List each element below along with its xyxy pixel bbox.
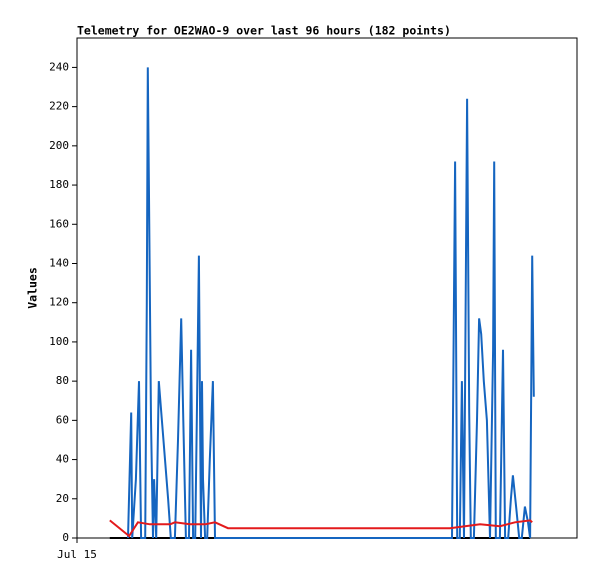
x-tick-label: Jul 15 — [57, 548, 97, 561]
y-tick-label: 140 — [49, 256, 69, 269]
y-tick-label: 160 — [49, 217, 69, 230]
series-line — [109, 519, 533, 538]
chart-title: Telemetry for OE2WAO-9 over last 96 hour… — [77, 24, 451, 38]
y-tick-label: 100 — [49, 335, 69, 348]
y-tick-label: 40 — [56, 453, 69, 466]
y-tick-label: 220 — [49, 100, 69, 113]
y-tick-label: 20 — [56, 492, 69, 505]
y-tick-label: 120 — [49, 296, 69, 309]
y-axis-label: Values — [26, 267, 40, 309]
y-tick-label: 200 — [49, 139, 69, 152]
y-tick-label: 0 — [62, 531, 69, 544]
y-tick-label: 60 — [56, 413, 69, 426]
y-tick-label: 80 — [56, 374, 69, 387]
series-line — [127, 67, 535, 539]
y-tick-label: 240 — [49, 60, 69, 73]
y-tick-label: 180 — [49, 178, 69, 191]
